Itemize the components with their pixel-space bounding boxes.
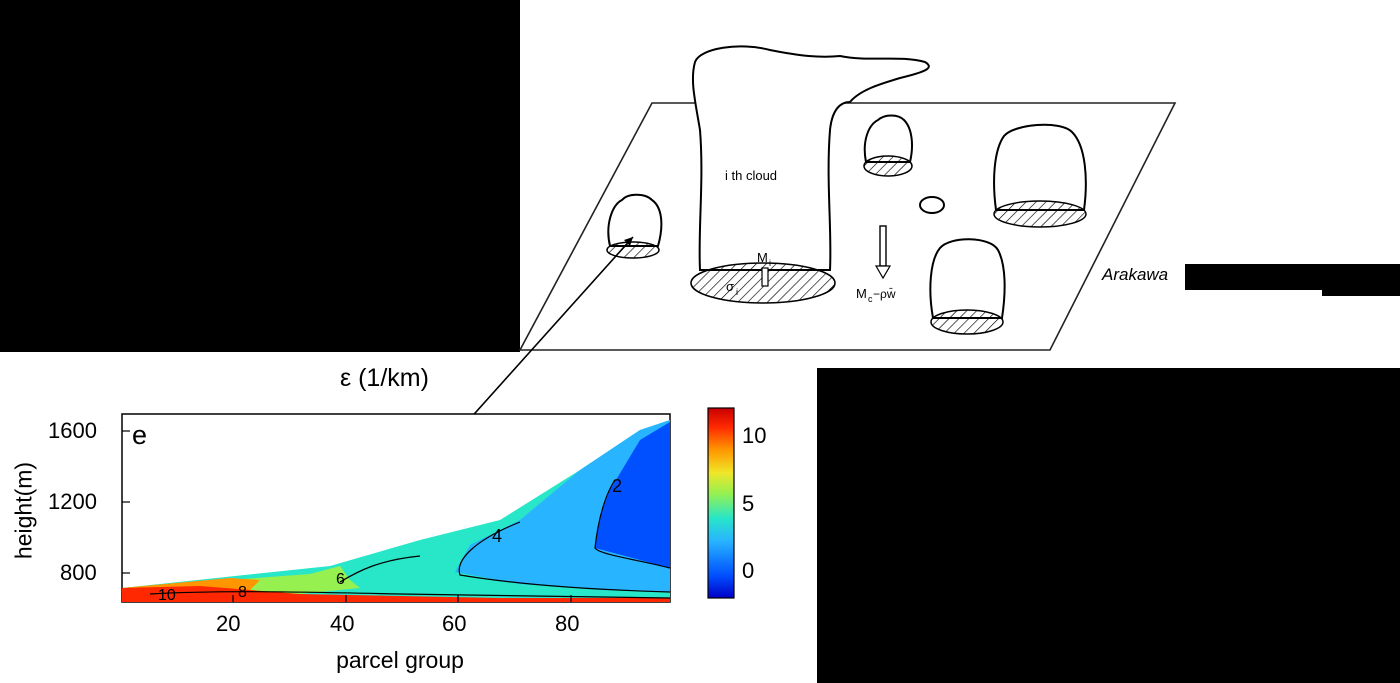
y-tick-label: 1600 bbox=[48, 418, 97, 443]
x-tick-label: 80 bbox=[555, 611, 580, 636]
panel-label: e bbox=[132, 420, 148, 450]
colorbar bbox=[707, 407, 735, 599]
contour-label-8: 8 bbox=[238, 584, 247, 601]
heatmap-plot: 2 4 6 8 10 bbox=[121, 413, 671, 604]
contour-2 bbox=[594, 479, 671, 569]
small-cloud-top bbox=[863, 114, 913, 177]
colorbar-tick-label: 0 bbox=[742, 558, 755, 583]
subsidence-label: M bbox=[856, 286, 867, 301]
x-axis-label: parcel group bbox=[336, 647, 464, 673]
contour-4 bbox=[458, 521, 671, 593]
colorbar-tick-label: 5 bbox=[742, 491, 755, 516]
citation-label: Arakawa bbox=[1102, 265, 1169, 284]
redaction-block bbox=[1185, 264, 1400, 290]
contour-label-2: 2 bbox=[612, 476, 622, 496]
subsidence-rest: −ρw̄ bbox=[873, 287, 896, 301]
tiny-cloud bbox=[919, 196, 945, 214]
contour-label-4: 4 bbox=[492, 526, 502, 546]
colorbar-tick-label: 10 bbox=[742, 423, 767, 448]
big-cloud bbox=[690, 45, 930, 304]
cloud-lower-right bbox=[929, 238, 1006, 335]
contour-label-6: 6 bbox=[336, 571, 345, 588]
small-cloud-left bbox=[606, 193, 663, 259]
region-dark-blue bbox=[595, 422, 670, 568]
cloud-right bbox=[993, 123, 1087, 228]
cloud-label: i th cloud bbox=[725, 168, 777, 183]
x-tick-label: 40 bbox=[330, 611, 355, 636]
redaction-block bbox=[0, 0, 520, 352]
x-tick-label: 60 bbox=[442, 611, 467, 636]
subsidence-arrow bbox=[874, 225, 892, 280]
region-red bbox=[122, 586, 670, 602]
contour-label-10: 10 bbox=[158, 587, 176, 604]
x-tick-label: 20 bbox=[216, 611, 241, 636]
area-label: σ bbox=[726, 279, 734, 294]
redaction-block bbox=[817, 368, 1400, 683]
mass-flux-sub: i bbox=[769, 258, 771, 268]
subsidence-sub: c bbox=[868, 294, 873, 304]
redaction-block bbox=[1322, 288, 1400, 296]
y-axis-label: height(m) bbox=[10, 461, 37, 560]
area-sub: i bbox=[736, 287, 738, 297]
pointer-arrowhead bbox=[624, 237, 633, 246]
chart-title: ε (1/km) bbox=[340, 364, 429, 392]
y-tick-label: 800 bbox=[60, 560, 97, 585]
contour-8 bbox=[149, 591, 671, 599]
y-tick-label: 1200 bbox=[48, 489, 97, 514]
contour-6 bbox=[339, 555, 421, 583]
mass-flux-label: M bbox=[757, 250, 768, 265]
